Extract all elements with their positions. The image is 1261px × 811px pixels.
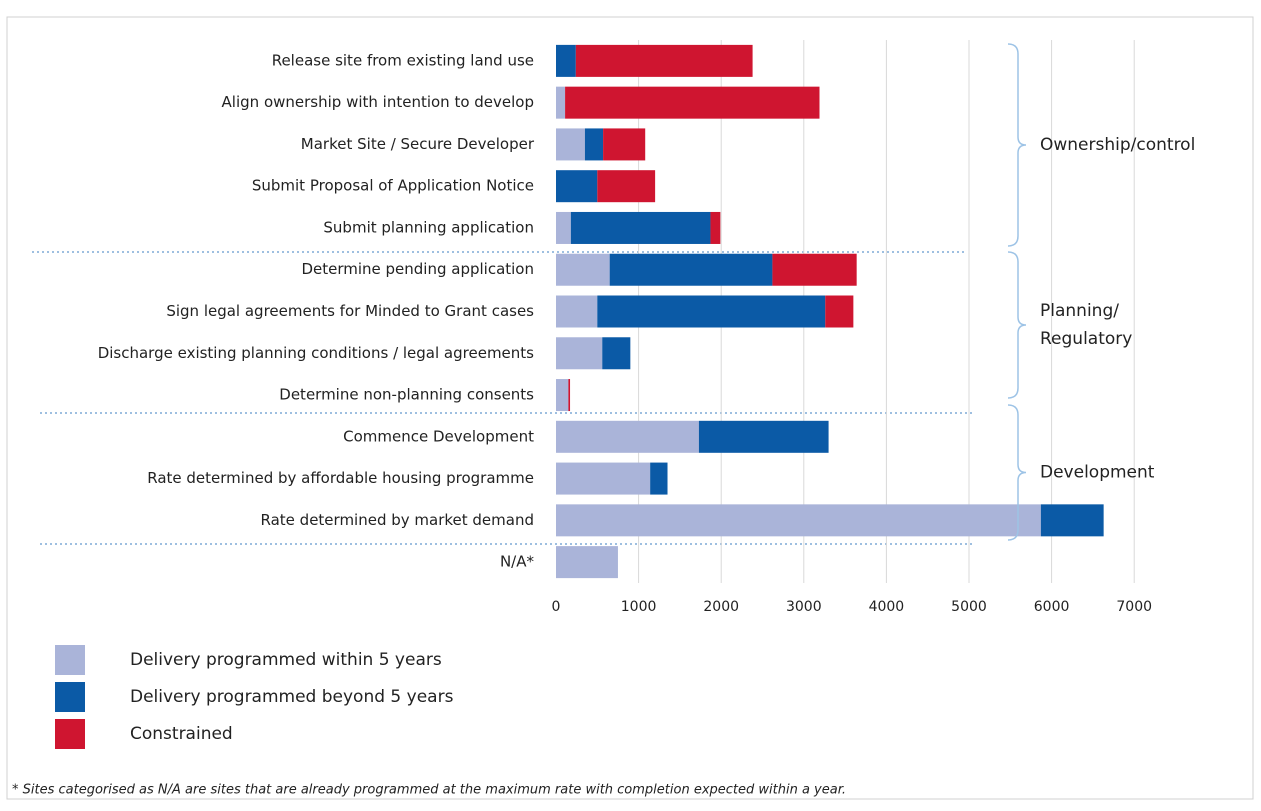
x-tick-label: 6000 — [1034, 599, 1070, 615]
group-brace — [1007, 251, 1027, 399]
y-tick-label: Discharge existing planning conditions /… — [98, 344, 534, 362]
x-tick-label: 4000 — [869, 599, 905, 615]
y-tick-label: Rate determined by market demand — [261, 511, 534, 529]
bar-segment — [565, 86, 820, 119]
bar-segment — [597, 295, 826, 328]
bar-segment — [568, 379, 571, 412]
legend-swatch — [55, 719, 85, 749]
bar-segment — [556, 462, 651, 495]
legend-swatch — [55, 645, 85, 675]
group-label: Regulatory — [1040, 329, 1132, 349]
y-tick-label: N/A* — [500, 553, 535, 571]
x-tick-label: 3000 — [786, 599, 822, 615]
y-tick-label: Rate determined by affordable housing pr… — [147, 469, 534, 487]
bar-segment — [556, 295, 598, 328]
bar-segment — [825, 295, 854, 328]
bar-segment — [556, 170, 598, 203]
y-tick-label: Determine non-planning consents — [279, 386, 534, 404]
group-brace — [1007, 404, 1027, 541]
separators — [32, 251, 975, 545]
group-brace — [1007, 43, 1027, 247]
group-label: Planning/ — [1040, 301, 1119, 321]
y-tick-label: Sign legal agreements for Minded to Gran… — [166, 302, 534, 320]
y-tick-label: Release site from existing land use — [272, 51, 534, 69]
bar-segment — [597, 170, 656, 203]
bar-segment — [575, 44, 753, 77]
bar-segment — [556, 44, 576, 77]
y-tick-label: Determine pending application — [301, 260, 534, 278]
x-tick-label: 0 — [552, 599, 561, 615]
bar-segment — [556, 504, 1041, 537]
bar-segment — [556, 128, 585, 161]
bar-segment — [609, 253, 773, 286]
bar-segment — [650, 462, 668, 495]
x-tick-label: 7000 — [1116, 599, 1152, 615]
bar-segment — [556, 253, 610, 286]
y-tick-label: Market Site / Secure Developer — [301, 135, 535, 153]
footnote: * Sites categorised as N/A are sites tha… — [12, 783, 846, 798]
bar-segment — [556, 86, 566, 119]
bar-segment — [1040, 504, 1104, 537]
bar-segment — [584, 128, 604, 161]
bar-segment — [556, 546, 618, 579]
bar-segment — [710, 211, 721, 244]
chart-frame — [6, 16, 1254, 800]
bar-segment — [556, 420, 699, 453]
x-tick-label: 1000 — [621, 599, 657, 615]
x-tick-label: 5000 — [951, 599, 987, 615]
bar-segment — [602, 337, 631, 370]
bar-segment — [772, 253, 857, 286]
bar-segment — [556, 211, 571, 244]
legend-label: Constrained — [130, 724, 233, 744]
y-tick-label: Align ownership with intention to develo… — [222, 93, 534, 111]
y-tick-label: Submit planning application — [323, 218, 534, 236]
legend-label: Delivery programmed within 5 years — [130, 650, 442, 670]
y-tick-label: Commence Development — [343, 427, 534, 445]
bar-segment — [556, 337, 603, 370]
bar-segment — [603, 128, 646, 161]
group-label: Ownership/control — [1040, 135, 1195, 155]
bar-segment — [570, 211, 711, 244]
group-label: Development — [1040, 463, 1155, 483]
y-tick-label: Submit Proposal of Application Notice — [252, 177, 534, 195]
bar-segment — [556, 379, 569, 412]
legend-swatch — [55, 682, 85, 712]
legend-label: Delivery programmed beyond 5 years — [130, 687, 454, 707]
x-tick-label: 2000 — [703, 599, 739, 615]
bar-segment — [698, 420, 829, 453]
